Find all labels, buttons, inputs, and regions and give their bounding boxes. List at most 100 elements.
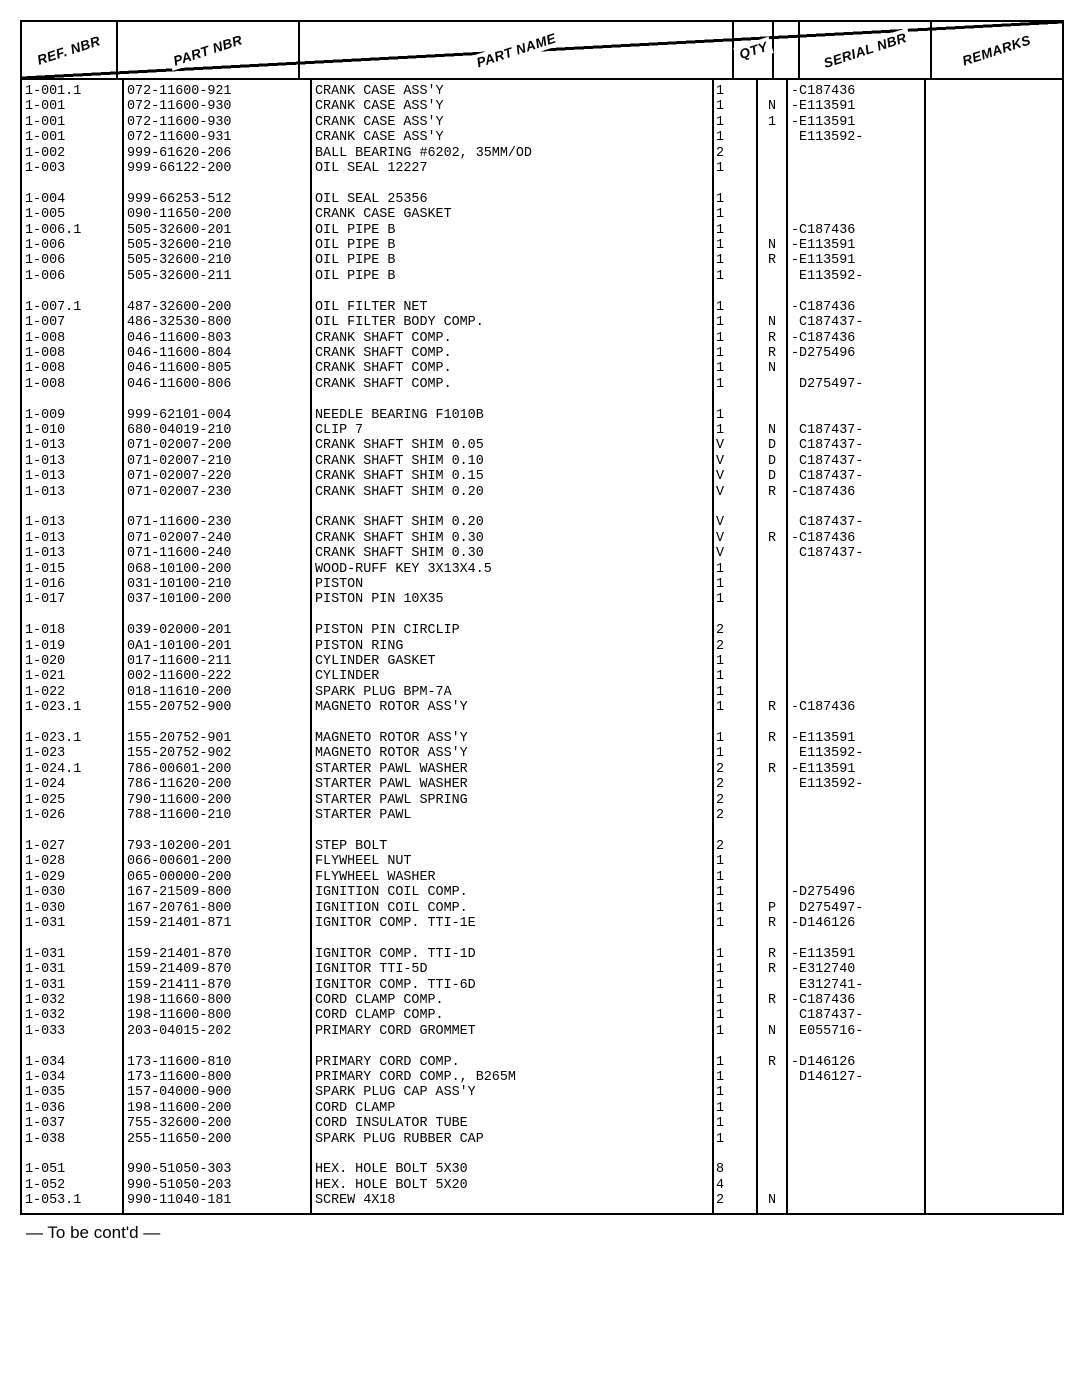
ref-cell: 1-021 — [25, 669, 119, 684]
qty-cell: V — [716, 454, 754, 469]
table-row — [25, 608, 119, 623]
name-cell: FLYWHEEL WASHER — [315, 870, 709, 885]
part-cell: 505-32600-211 — [127, 269, 307, 284]
qty-cell: 1 — [716, 962, 754, 977]
serial-cell: -D275496 — [791, 346, 921, 361]
code-cell — [760, 978, 784, 993]
header-part: PART NBR — [118, 22, 300, 78]
code-cell: N — [760, 315, 784, 330]
part-cell: 159-21411-870 — [127, 978, 307, 993]
table-row — [716, 1147, 754, 1162]
part-cell: 173-11600-800 — [127, 1070, 307, 1085]
code-cell: P — [760, 901, 784, 916]
part-cell: 157-04000-900 — [127, 1085, 307, 1100]
table-row — [929, 392, 1059, 407]
qty-cell: V — [716, 469, 754, 484]
code-cell — [760, 207, 784, 222]
code-cell: R — [760, 331, 784, 346]
serial-cell: C187437- — [791, 423, 921, 438]
code-cell — [760, 639, 784, 654]
ref-cell: 1-051 — [25, 1162, 119, 1177]
remarks-cell — [929, 1070, 1059, 1085]
code-cell: R — [760, 346, 784, 361]
remarks-cell — [929, 1055, 1059, 1070]
qty-cell: 1 — [716, 207, 754, 222]
serial-cell — [791, 808, 921, 823]
ref-cell: 1-053.1 — [25, 1193, 119, 1208]
part-cell: 198-11600-800 — [127, 1008, 307, 1023]
name-cell: STARTER PAWL WASHER — [315, 762, 709, 777]
qty-cell: 1 — [716, 130, 754, 145]
qty-cell: 1 — [716, 685, 754, 700]
table-row — [127, 1147, 307, 1162]
serial-cell — [791, 592, 921, 607]
qty-cell: 2 — [716, 762, 754, 777]
table-row — [25, 1039, 119, 1054]
name-cell: PISTON PIN 10X35 — [315, 592, 709, 607]
name-cell: IGNITOR COMP. TTI-1E — [315, 916, 709, 931]
table-row — [929, 284, 1059, 299]
table-row — [760, 284, 784, 299]
serial-cell: -E113591 — [791, 115, 921, 130]
ref-cell: 1-019 — [25, 639, 119, 654]
remarks-cell — [929, 423, 1059, 438]
code-cell: R — [760, 531, 784, 546]
part-cell: 790-11600-200 — [127, 793, 307, 808]
name-cell: STARTER PAWL SPRING — [315, 793, 709, 808]
remarks-cell — [929, 115, 1059, 130]
remarks-cell — [929, 1008, 1059, 1023]
name-cell: OIL FILTER NET — [315, 300, 709, 315]
table-row — [25, 716, 119, 731]
serial-cell: D275497- — [791, 901, 921, 916]
code-cell — [760, 1178, 784, 1193]
qty-cell: 2 — [716, 623, 754, 638]
name-cell: PRIMARY CORD COMP. — [315, 1055, 709, 1070]
qty-cell: 1 — [716, 238, 754, 253]
name-cell: OIL PIPE B — [315, 223, 709, 238]
name-cell: OIL PIPE B — [315, 253, 709, 268]
ref-cell: 1-013 — [25, 485, 119, 500]
name-cell: CRANK SHAFT SHIM 0.15 — [315, 469, 709, 484]
serial-cell: -E113591 — [791, 947, 921, 962]
qty-cell: 1 — [716, 1132, 754, 1147]
qty-cell: 4 — [716, 1178, 754, 1193]
serial-cell — [791, 361, 921, 376]
ref-cell: 1-007 — [25, 315, 119, 330]
serial-cell — [791, 1101, 921, 1116]
code-cell — [760, 161, 784, 176]
table-row — [929, 176, 1059, 191]
qty-cell: 1 — [716, 993, 754, 1008]
remarks-cell — [929, 408, 1059, 423]
name-cell: STARTER PAWL WASHER — [315, 777, 709, 792]
part-cell: 0A1-10100-201 — [127, 639, 307, 654]
table-row — [929, 500, 1059, 515]
ref-cell: 1-005 — [25, 207, 119, 222]
serial-cell: -C187436 — [791, 84, 921, 99]
name-cell: OIL PIPE B — [315, 238, 709, 253]
remarks-cell — [929, 161, 1059, 176]
name-cell: CRANK SHAFT SHIM 0.05 — [315, 438, 709, 453]
code-cell — [760, 192, 784, 207]
table-row — [315, 1039, 709, 1054]
serial-cell: C187437- — [791, 515, 921, 530]
part-cell: 990-51050-303 — [127, 1162, 307, 1177]
header-blank — [774, 22, 800, 78]
name-cell: IGNITOR COMP. TTI-6D — [315, 978, 709, 993]
remarks-cell — [929, 1085, 1059, 1100]
part-cell: 167-20761-800 — [127, 901, 307, 916]
qty-cell: 1 — [716, 978, 754, 993]
remarks-cell — [929, 515, 1059, 530]
remarks-cell — [929, 438, 1059, 453]
code-cell — [760, 885, 784, 900]
name-cell: MAGNETO ROTOR ASS'Y — [315, 700, 709, 715]
qty-cell: V — [716, 515, 754, 530]
part-cell: 039-02000-201 — [127, 623, 307, 638]
ref-cell: 1-008 — [25, 346, 119, 361]
part-cell: 793-10200-201 — [127, 839, 307, 854]
serial-cell: -D146126 — [791, 1055, 921, 1070]
serial-cell: D275497- — [791, 377, 921, 392]
ref-cell: 1-035 — [25, 1085, 119, 1100]
remarks-cell — [929, 639, 1059, 654]
part-cell: 203-04015-202 — [127, 1024, 307, 1039]
serial-cell: -C187436 — [791, 993, 921, 1008]
